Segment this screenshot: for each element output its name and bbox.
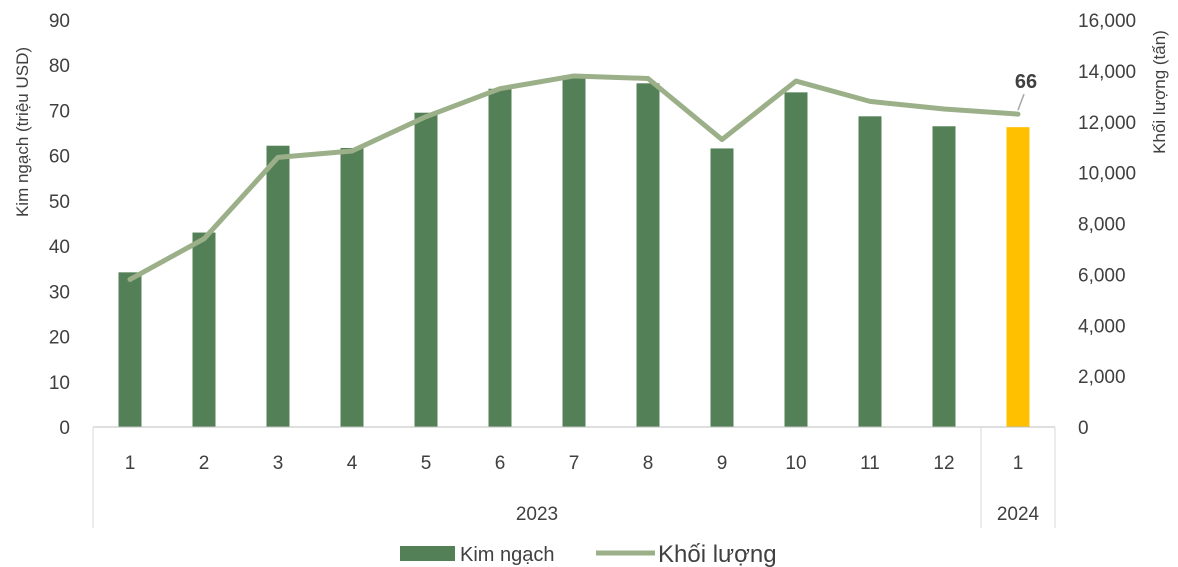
callout-leader — [1017, 93, 1025, 111]
y-axis-right-title: Khối lượng (tấn) — [1150, 30, 1169, 154]
y-axis-left-title: Kim ngạch (triệu USD) — [13, 47, 32, 217]
y-tick-label-right: 8,000 — [1078, 215, 1126, 236]
x-tick-label: 4 — [347, 453, 358, 474]
y-tick-label-right: 14,000 — [1078, 62, 1136, 83]
y-tick-label-right: 12,000 — [1078, 113, 1136, 134]
y-tick-label-right: 10,000 — [1078, 164, 1136, 185]
legend-swatch-bar — [400, 546, 455, 561]
bar — [414, 112, 438, 427]
x-tick-label: 10 — [785, 453, 806, 474]
y-tick-label-left: 30 — [49, 282, 70, 303]
x-tick-label: 3 — [273, 453, 284, 474]
line-series-khoi-luong — [127, 73, 1021, 282]
bar — [636, 83, 660, 428]
y-tick-label-left: 10 — [49, 373, 70, 394]
bar-series — [118, 76, 1030, 428]
x-tick-label: 6 — [495, 453, 506, 474]
y-tick-label-right: 0 — [1078, 418, 1089, 439]
highlight-callout: 66 — [1015, 71, 1037, 111]
legend-label-khoi-luong: Khối lượng — [658, 541, 777, 567]
x-tick-label: 1 — [125, 453, 136, 474]
x-group-label: 2023 — [516, 504, 558, 525]
y-tick-label-left: 70 — [49, 101, 70, 122]
x-group-label: 2024 — [997, 504, 1040, 525]
y-tick-label-left: 60 — [49, 147, 70, 168]
bar — [266, 145, 290, 427]
x-tick-label: 9 — [717, 453, 728, 474]
y-tick-label-right: 16,000 — [1078, 11, 1136, 32]
bar — [488, 88, 512, 427]
bar-highlight — [1006, 127, 1030, 427]
y-tick-label-right: 4,000 — [1078, 316, 1126, 337]
legend-label-kim-ngach: Kim ngạch — [460, 544, 555, 566]
x-tick-label: 1 — [1013, 453, 1024, 474]
bar — [192, 232, 216, 427]
legend: Kim ngạch Khối lượng — [400, 541, 777, 567]
x-tick-label: 7 — [569, 453, 580, 474]
bar — [118, 272, 142, 427]
bar — [710, 148, 734, 428]
y-tick-label-left: 80 — [49, 56, 70, 77]
bar — [340, 147, 364, 427]
y-tick-label-left: 50 — [49, 192, 70, 213]
y-tick-label-left: 90 — [49, 11, 70, 32]
x-tick-label: 5 — [421, 453, 432, 474]
bar — [784, 92, 808, 427]
x-tick-label: 2 — [199, 453, 210, 474]
x-tick-label: 12 — [933, 453, 954, 474]
y-tick-label-left: 40 — [49, 237, 70, 258]
x-tick-label: 8 — [643, 453, 654, 474]
data-label-highlight: 66 — [1015, 71, 1037, 93]
bar — [562, 76, 586, 428]
y-tick-label-left: 20 — [49, 328, 70, 349]
y-axis-left-ticks: 0 10 20 30 40 50 60 70 80 90 — [49, 11, 70, 439]
bar — [932, 126, 956, 428]
y-tick-label-left: 0 — [59, 418, 70, 439]
y-tick-label-right: 2,000 — [1078, 367, 1126, 388]
x-tick-label: 11 — [860, 453, 880, 474]
bar — [858, 116, 882, 427]
y-tick-label-right: 6,000 — [1078, 265, 1126, 286]
y-axis-right-ticks: 0 2,000 4,000 6,000 8,000 10,000 12,000 14,000 1… — [1078, 11, 1136, 439]
